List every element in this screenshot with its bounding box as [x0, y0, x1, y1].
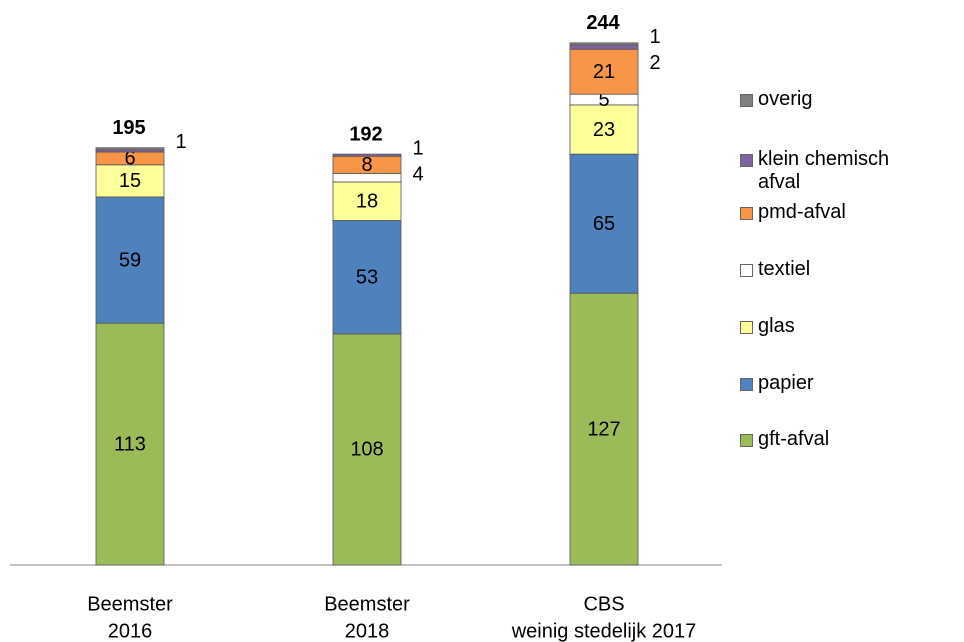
legend-item: textiel	[740, 258, 940, 281]
legend-swatch	[740, 264, 753, 277]
legend-item: klein chemisch afval	[740, 148, 940, 194]
data-label: 1	[412, 137, 423, 159]
x-tick-label: 2016	[108, 620, 153, 642]
x-tick-label: weinig stedelijk 2017	[511, 620, 697, 642]
data-label: 127	[587, 418, 620, 440]
total-label: 192	[349, 123, 382, 145]
x-tick-label: Beemster	[324, 593, 410, 615]
legend-swatch	[740, 154, 753, 167]
bar-segment	[95, 322, 165, 566]
legend-label: glas	[758, 315, 795, 337]
legend-label: papier	[758, 372, 814, 394]
data-label: 113	[114, 433, 146, 455]
data-label: 59	[119, 249, 141, 271]
legend-item: papier	[740, 372, 940, 395]
legend-item: glas	[740, 315, 940, 338]
bar-segment	[569, 104, 639, 155]
data-label: 8	[361, 154, 372, 176]
total-label: 195	[112, 117, 145, 139]
data-label: 4	[412, 163, 423, 185]
legend-label: pmd-afval	[758, 201, 846, 223]
legend-label: textiel	[758, 258, 811, 280]
data-label: 2	[649, 52, 660, 74]
legend-item: gft-afval	[740, 428, 940, 451]
legend-swatch	[740, 434, 753, 447]
data-label: 6	[124, 148, 135, 170]
legend-label: overig	[758, 88, 813, 110]
bar-segment	[95, 196, 165, 324]
data-label: 18	[356, 190, 378, 212]
data-label: 1	[649, 26, 660, 48]
data-label: 1	[175, 131, 186, 153]
data-label: 65	[593, 213, 615, 235]
x-tick-label: CBS	[583, 593, 624, 615]
legend-item: overig	[740, 88, 940, 111]
data-label: 21	[593, 61, 615, 83]
bar-segment	[95, 164, 165, 198]
legend-swatch	[740, 378, 753, 391]
bar-segment	[569, 48, 639, 95]
bar-segment	[95, 147, 165, 151]
data-label: 15	[119, 170, 141, 192]
legend-swatch	[740, 207, 753, 220]
legend-swatch	[740, 94, 753, 107]
legend-label: klein chemisch afval	[758, 148, 890, 193]
bar-segment	[569, 292, 639, 566]
x-tick-label: Beemster	[87, 593, 173, 615]
bar-segment	[332, 153, 402, 157]
bar-segment	[569, 42, 639, 46]
bar-segment	[332, 333, 402, 566]
legend-item: pmd-afval	[740, 201, 940, 224]
data-label: 108	[350, 439, 383, 461]
bar-segment	[332, 220, 402, 335]
data-label: 23	[593, 119, 615, 141]
bar-segment	[569, 44, 639, 50]
total-label: 244	[586, 12, 620, 34]
data-label: 5	[598, 89, 609, 111]
data-label: 53	[356, 266, 378, 288]
x-tick-label: 2018	[345, 620, 390, 642]
legend-swatch	[740, 321, 753, 334]
legend-label: gft-afval	[758, 428, 830, 450]
